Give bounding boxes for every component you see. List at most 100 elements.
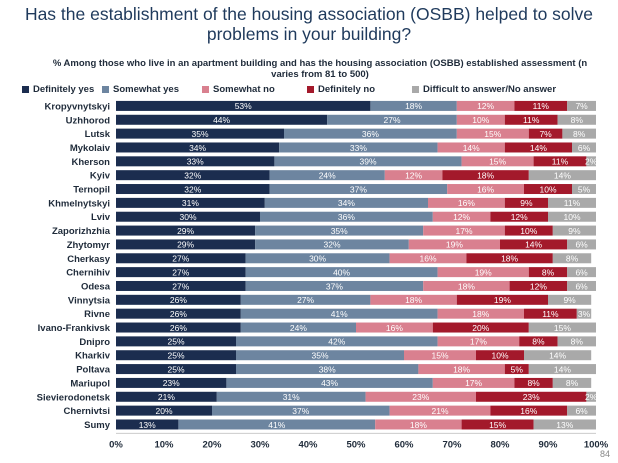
data-label: 41%: [331, 309, 348, 319]
data-label: 36%: [362, 129, 379, 139]
data-label: 18%: [477, 170, 494, 180]
data-label: 31%: [182, 198, 199, 208]
bar-segment: [466, 253, 553, 264]
data-label: 8%: [571, 337, 584, 347]
bar-segment: [116, 170, 270, 181]
data-label: 11%: [533, 101, 550, 111]
chart-subtitle: % Among those who live in an apartment b…: [52, 58, 588, 80]
data-label: 9%: [568, 226, 581, 236]
data-label: 7%: [539, 129, 552, 139]
bar-segment: [548, 211, 596, 222]
bar-segment: [264, 197, 428, 208]
bar-segment: [586, 156, 596, 167]
data-label: 34%: [189, 143, 206, 153]
data-label: 32%: [184, 184, 201, 194]
bar-segment: [389, 405, 491, 416]
data-label: 6%: [575, 267, 588, 277]
bar-segment: [514, 377, 553, 388]
category-label: Lutsk: [85, 129, 111, 140]
data-label: 14%: [549, 351, 566, 361]
bar-segment: [432, 211, 491, 222]
data-label: 32%: [184, 170, 201, 180]
category-label: Ivano-Frankivsk: [38, 323, 111, 334]
data-label: 37%: [292, 406, 309, 416]
legend-label: Somewhat no: [213, 84, 275, 95]
bar-segment: [116, 280, 246, 291]
bar-segment: [437, 267, 529, 278]
bar-segment: [279, 142, 438, 153]
data-label: 43%: [321, 378, 338, 388]
page-number: 84: [599, 449, 610, 459]
bar-segment: [116, 197, 265, 208]
bar-segment: [116, 253, 246, 264]
legend-swatch: [202, 86, 209, 93]
category-label: Poltava: [76, 365, 111, 376]
legend-label: Somewhat yes: [113, 84, 179, 95]
x-tick-label: 40%: [298, 439, 318, 450]
data-label: 35%: [311, 351, 328, 361]
bar-segment: [456, 114, 505, 125]
data-label: 18%: [472, 309, 489, 319]
data-label: 18%: [458, 281, 475, 291]
bar-segment: [504, 364, 529, 375]
data-label: 20%: [472, 323, 489, 333]
bar-segment: [269, 184, 448, 195]
data-label: 8%: [566, 254, 579, 264]
bar-segment: [356, 322, 433, 333]
data-label: 18%: [410, 420, 427, 430]
data-label: 2%: [585, 392, 598, 402]
bar-segment: [437, 308, 524, 319]
x-tick-label: 50%: [346, 439, 366, 450]
data-label: 12%: [453, 212, 470, 222]
x-tick-label: 80%: [490, 439, 510, 450]
bar-segment: [116, 156, 275, 167]
data-label: 27%: [383, 115, 400, 125]
category-label: Mykolaiv: [70, 143, 111, 154]
legend-label: Definitely no: [318, 84, 376, 95]
data-label: 17%: [465, 378, 482, 388]
bar-segment: [269, 170, 385, 181]
bar-segment: [384, 170, 443, 181]
data-label: 34%: [338, 198, 355, 208]
data-label: 21%: [158, 392, 175, 402]
x-tick-label: 20%: [202, 439, 222, 450]
data-label: 24%: [290, 323, 307, 333]
bar-segment: [476, 350, 524, 361]
bar-segment: [528, 170, 596, 181]
data-label: 19%: [475, 267, 492, 277]
data-label: 23%: [412, 392, 429, 402]
data-label: 5%: [578, 184, 591, 194]
data-label: 19%: [446, 240, 463, 250]
bar-segment: [524, 184, 572, 195]
data-label: 38%: [319, 364, 336, 374]
chart-legend: Definitely yes Somewhat yes Somewhat no Def…: [22, 84, 618, 96]
data-label: 10%: [472, 115, 489, 125]
data-label: 15%: [489, 157, 506, 167]
bar-segment: [567, 239, 596, 250]
bar-segment: [548, 294, 592, 305]
data-label: 11%: [542, 309, 559, 319]
bar-segment: [562, 128, 596, 139]
bar-segment: [116, 142, 280, 153]
data-label: 40%: [333, 267, 350, 277]
data-label: 2%: [585, 157, 598, 167]
legend-label: Difficult to answer/No answer: [423, 84, 557, 95]
bar-segment: [437, 336, 520, 347]
bar-segment: [576, 308, 592, 319]
bar-segment: [519, 336, 558, 347]
category-label: Chernivtsi: [64, 406, 110, 417]
bar-segment: [404, 350, 476, 361]
data-label: 13%: [139, 420, 156, 430]
data-label: 3%: [578, 309, 591, 319]
data-label: 15%: [489, 420, 506, 430]
legend-swatch: [412, 86, 419, 93]
data-label: 10%: [491, 351, 508, 361]
bar-segment: [528, 364, 596, 375]
bar-segment: [461, 156, 534, 167]
data-label: 8%: [573, 129, 586, 139]
bar-segment: [116, 267, 246, 278]
data-label: 10%: [520, 226, 537, 236]
bar-segment: [567, 405, 596, 416]
category-label: Sumy: [84, 420, 111, 431]
bar-segment: [236, 364, 419, 375]
